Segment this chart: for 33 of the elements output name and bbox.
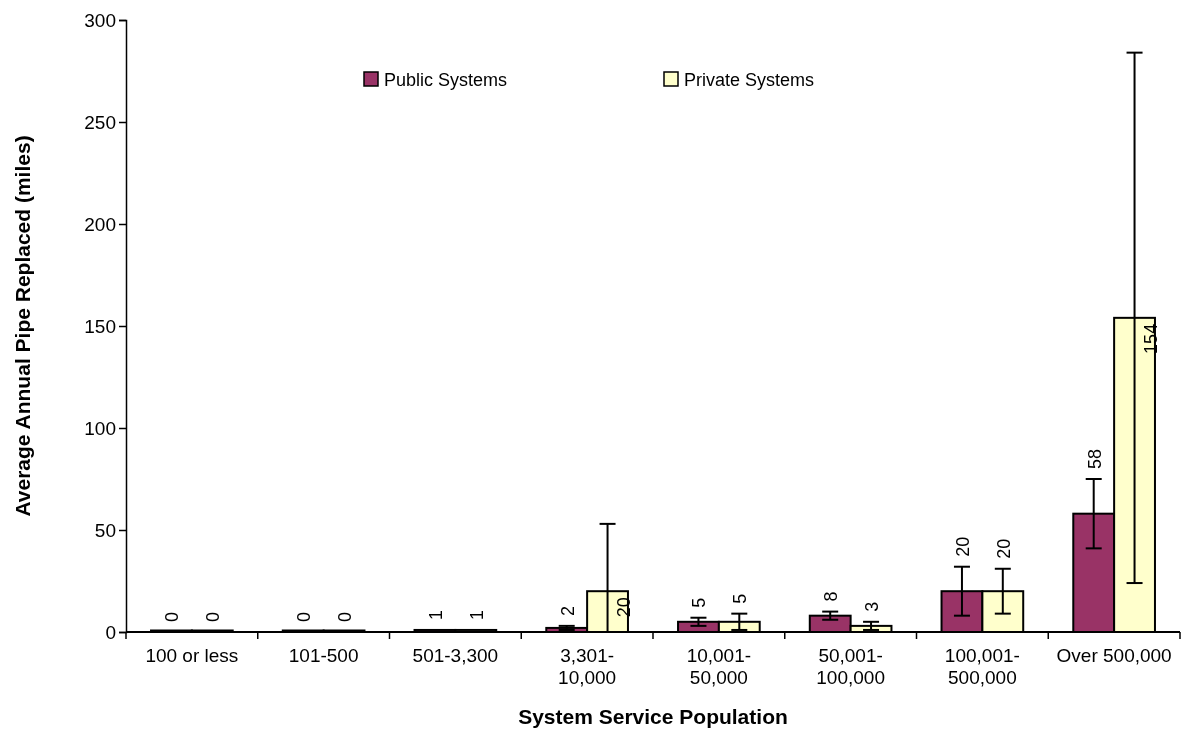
data-label: 0 (162, 611, 183, 622)
y-tick-label: 100 (84, 417, 116, 439)
data-label: 8 (821, 591, 842, 602)
legend-label: Private Systems (684, 70, 815, 90)
data-label: 20 (993, 538, 1014, 559)
x-tick-label: 3,301-10,000 (558, 645, 617, 688)
y-tick-label: 200 (84, 213, 116, 235)
y-tick-label: 0 (105, 621, 116, 643)
data-label: 0 (335, 611, 356, 622)
x-tick-label: 501-3,300 (412, 645, 499, 666)
x-tick-label: 100,001-500,000 (944, 645, 1020, 688)
y-tick-label: 300 (84, 9, 116, 31)
data-label: 1 (466, 609, 487, 620)
x-tick-label: 10,001-50,000 (686, 645, 752, 688)
data-label: 5 (689, 597, 710, 608)
data-label: 1 (425, 609, 446, 620)
x-tick-label: 50,001-100,000 (816, 645, 885, 688)
data-label: 0 (203, 611, 224, 622)
legend-label: Public Systems (384, 70, 508, 90)
x-tick-label: 101-500 (288, 645, 359, 666)
y-tick-label: 50 (94, 519, 116, 541)
data-label: 0 (294, 611, 315, 622)
data-label: 20 (952, 536, 973, 557)
data-label: 2 (557, 605, 578, 616)
data-label: 58 (1084, 448, 1105, 469)
x-tick-label: 100 or less (145, 645, 239, 666)
x-axis-title: System Service Population (518, 705, 788, 728)
data-label: 5 (730, 593, 751, 604)
x-tick-label: Over 500,000 (1056, 645, 1172, 666)
data-label: 3 (862, 601, 883, 612)
y-tick-label: 150 (84, 315, 116, 337)
y-axis-title: Average Annual Pipe Replaced (miles) (11, 135, 34, 517)
y-tick-label: 250 (84, 111, 116, 133)
